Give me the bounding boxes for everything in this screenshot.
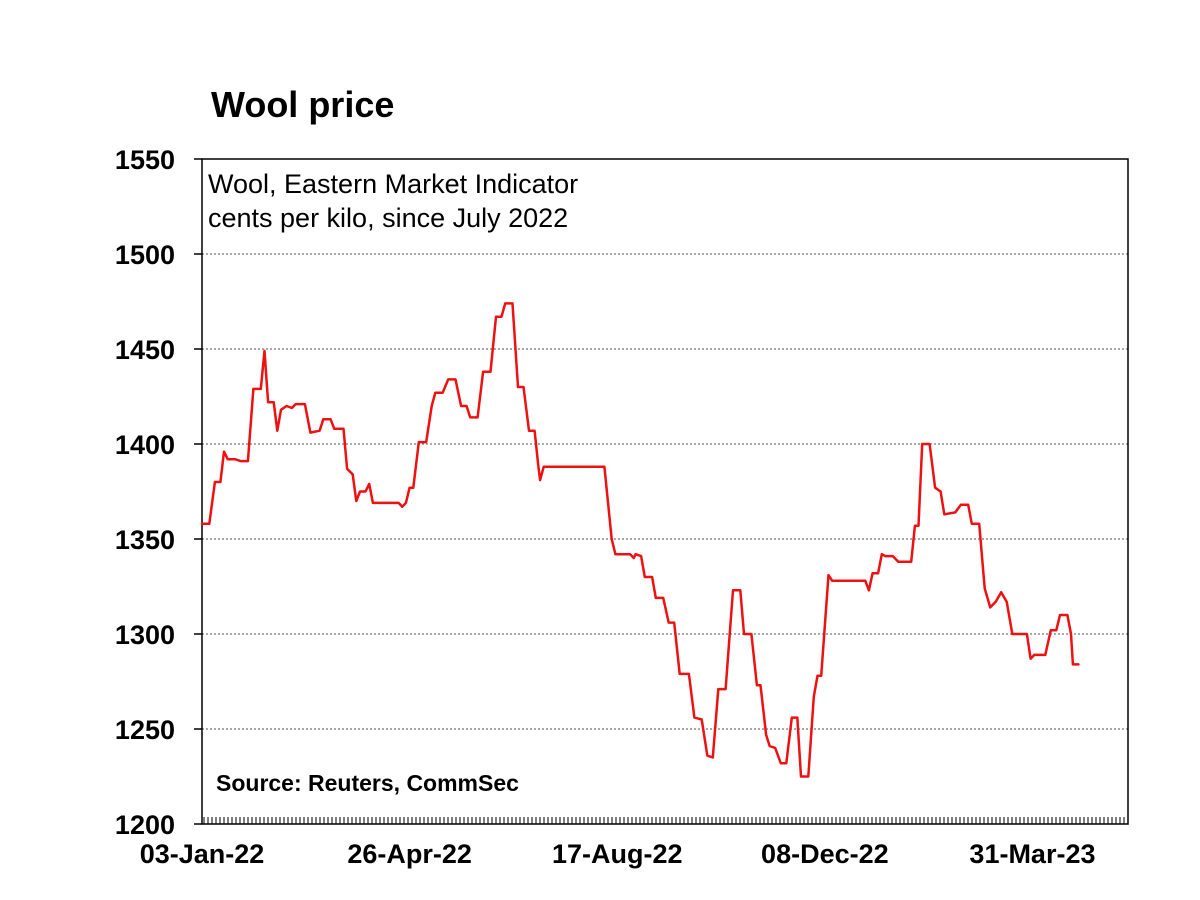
x-tick-label-31-Mar-23: 31-Mar-23: [969, 839, 1095, 869]
x-tick-label-03-Jan-22: 03-Jan-22: [140, 839, 265, 869]
x-tick-label-17-Aug-22: 17-Aug-22: [552, 839, 683, 869]
y-tick-label-1200: 1200: [115, 810, 175, 840]
gridlines: [202, 253, 1128, 730]
y-tick-label-1550: 1550: [115, 145, 175, 175]
x-axis-minor-ticks: [203, 817, 1125, 824]
series-points: [201, 302, 1080, 778]
x-tick-label-26-Apr-22: 26-Apr-22: [347, 839, 472, 869]
chart-title: Wool price: [211, 84, 394, 125]
chart-source-note: Source: Reuters, CommSec: [216, 770, 519, 796]
y-tick-label-1500: 1500: [115, 240, 175, 270]
chart-subtitle-line-2: cents per kilo, since July 2022: [208, 203, 568, 233]
plot-area-frame: [201, 158, 1129, 825]
y-tick-label-1450: 1450: [115, 335, 175, 365]
series-line-wool-emi: [200, 302, 1080, 778]
x-tick-label-08-Dec-22: 08-Dec-22: [761, 839, 889, 869]
x-axis-tick-labels: 03-Jan-22 26-Apr-22 17-Aug-22 08-Dec-22 31-M…: [140, 839, 1096, 869]
y-tick-label-1350: 1350: [115, 525, 175, 555]
y-tick-label-1300: 1300: [115, 620, 175, 650]
y-tick-label-1250: 1250: [115, 715, 175, 745]
chart-subtitle-line-1: Wool, Eastern Market Indicator: [208, 169, 578, 199]
y-axis-tick-labels: 1200 1250 1300 1350 1400 1450 1500 1550: [115, 145, 202, 840]
y-tick-label-1400: 1400: [115, 430, 175, 460]
